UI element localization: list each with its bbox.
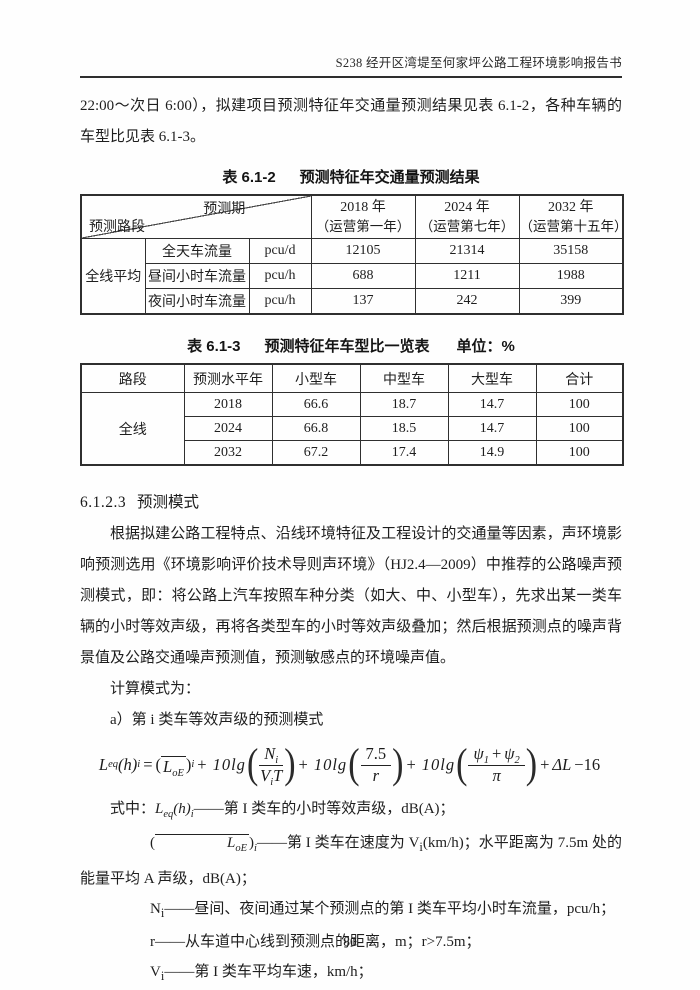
fraction-N-VT: Ni ViT [259, 744, 284, 788]
table2-caption-unit: 单位：% [456, 338, 515, 355]
report-header-title: S238 经开区湾堤至何家坪公路工程环境影响报告书 [335, 56, 622, 70]
traffic-forecast-table: 预测期 预测路段 2018 年 （运营第一年） 2024 年 （运营第七年） 2… [80, 194, 628, 315]
vehicle-type-table: 路段 预测水平年 小型车 中型车 大型车 合计 全线 2018 66.6 18.… [80, 363, 624, 466]
table1-row0-v2032: 35158 [518, 238, 624, 264]
table2-header-large: 大型车 [447, 363, 537, 393]
table2-header-year: 预测水平年 [183, 363, 273, 393]
section-title: 预测模式 [136, 494, 199, 511]
table2-header-row: 路段 预测水平年 小型车 中型车 大型车 合计 [80, 363, 624, 393]
definition-vi: Vi——第 I 类车平均车速，km/h； [150, 963, 373, 983]
table1-row1-unit: pcu/h [248, 263, 312, 289]
table1-row2-v2032: 399 [518, 288, 624, 315]
intro-paragraph: 22:00～次日 6:00），拟建项目预测特征年交通量预测结果见表 6.1-2，… [80, 98, 622, 145]
table2-caption-title: 预测特征年车型比一览表 [264, 338, 430, 355]
table1-row0-label: 全天车流量 [144, 238, 250, 264]
table-row: 全线 2018 66.6 18.7 14.7 100 [80, 392, 624, 466]
section-paragraph: 根据拟建公路工程特点、沿线环境特征及工程设计的交通量等因素，声环境影响预测选用《… [80, 526, 622, 666]
table1-row2-v2018: 137 [310, 288, 416, 315]
section-heading: 6.1.2.3 预测模式 [80, 490, 622, 512]
table2-row-group: 全线 [80, 392, 185, 466]
fraction-psi-pi: ψ1 + ψ2 π [468, 744, 525, 786]
symbol-r: r [150, 934, 155, 951]
definition-r: r——从车道中心线到预测点的距离，m；r>7.5m； [150, 934, 481, 951]
table1-diagonal-header-cell: 预测期 预测路段 [80, 194, 312, 239]
table1-caption-label: 表 6.1-2 [222, 169, 276, 186]
table1-row1-v2032: 1988 [518, 263, 624, 289]
table-row: 昼间小时车流量 pcu/h 688 1211 1988 [81, 263, 624, 289]
table-row: 全线平均 全天车流量 pcu/d 12105 21314 35158 [80, 238, 624, 315]
table1-row-group: 全线平均 [80, 238, 146, 315]
table2-header-total: 合计 [535, 363, 624, 393]
section-number: 6.1.2.3 [80, 494, 127, 511]
diagonal-bottom-label: 预测路段 [89, 220, 145, 235]
fraction-75-r: 7.5 r [360, 744, 392, 786]
definition-leq: 式中：Leq(h)i——第 I 类车的小时等效声级，dB(A)； [110, 800, 455, 820]
table1-row2-label: 夜间小时车流量 [144, 288, 250, 315]
table2-header-segment: 路段 [80, 363, 185, 393]
definition-ni: Ni——昼间、夜间通过某个预测点的第 I 类车平均小时车流量，pcu/h； [150, 900, 616, 920]
table2-header-medium: 中型车 [359, 363, 449, 393]
table1-row0-v2024: 21314 [414, 238, 520, 264]
overline-L0E: LoE [161, 755, 186, 779]
table1-caption: 表 6.1-2 预测特征年交通量预测结果 [80, 166, 622, 187]
symbol-ni: Ni [150, 900, 165, 920]
table-row: 夜间小时车流量 pcu/h 137 242 399 [81, 288, 624, 315]
formula-definitions: 式中：Leq(h)i——第 I 类车的小时等效声级，dB(A)； (LoE)i—… [80, 794, 622, 990]
symbol-vi: Vi [150, 963, 165, 983]
table1-caption-title: 预测特征年交通量预测结果 [299, 169, 480, 186]
table2-caption-label: 表 6.1-3 [187, 338, 241, 355]
table-row: 2032 67.2 17.4 14.9 100 [81, 440, 624, 466]
table1-header-2018: 2018 年 （运营第一年） [310, 194, 416, 239]
calc-intro-line: 计算模式为： [110, 681, 201, 697]
table1-header-2024: 2024 年 （运营第七年） [414, 194, 520, 239]
table-row: 2024 66.8 18.5 14.7 100 [81, 416, 624, 441]
table1-row1-label: 昼间小时车流量 [144, 263, 250, 289]
definition-l0e: (LoE)i——第 I 类车在速度为 Vi(km/h)；水平距离为 7.5m 处… [80, 833, 622, 887]
table2-header-small: 小型车 [271, 363, 361, 393]
table1-header-row: 预测期 预测路段 2018 年 （运营第一年） 2024 年 （运营第七年） 2… [80, 194, 628, 239]
table1-row0-v2018: 12105 [310, 238, 416, 264]
table1-row1-v2024: 1211 [414, 263, 520, 289]
where-label: 式中： [110, 800, 156, 817]
table1-row1-v2018: 688 [310, 263, 416, 289]
item-a-line: a）第 i 类车等效声级的预测模式 [110, 712, 324, 728]
table1-row2-v2024: 242 [414, 288, 520, 315]
table1-row2-unit: pcu/h [248, 288, 312, 315]
diagonal-top-label: 预测期 [203, 202, 246, 217]
table2-caption: 表 6.1-3 预测特征年车型比一览表 单位：% [80, 335, 622, 356]
header-rule [80, 76, 622, 78]
table1-row0-unit: pcu/d [248, 238, 312, 264]
page-number: 80 [343, 934, 357, 949]
table1-header-2032: 2032 年 （运营第十五年） [518, 194, 628, 239]
